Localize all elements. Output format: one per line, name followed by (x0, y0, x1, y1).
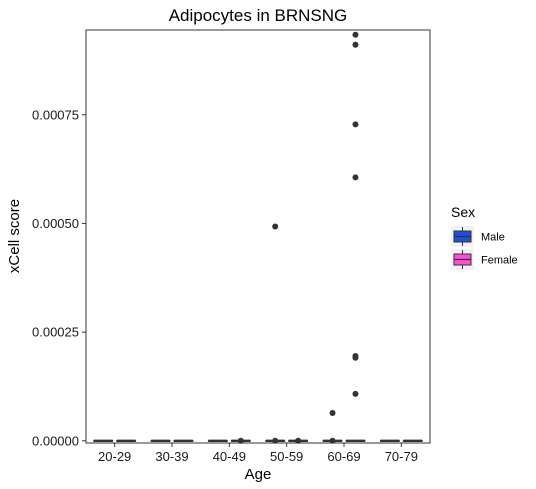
legend-title: Sex (451, 204, 475, 220)
y-axis-title: xCell score (6, 199, 23, 273)
x-tick-label: 70-79 (385, 449, 418, 464)
legend-item-male: Male (451, 226, 505, 247)
outlier-point (272, 437, 279, 444)
y-axis: 0.00000 0.00025 0.00050 0.00075 (32, 107, 86, 448)
legend: Sex Male Female (451, 204, 518, 270)
outlier-point (352, 31, 359, 38)
chart-title: Adipocytes in BRNSNG (169, 6, 348, 25)
chart-marks (93, 31, 423, 444)
plot-panel (85, 29, 431, 444)
x-axis-title: Age (245, 466, 272, 483)
outlier-point (352, 121, 359, 128)
outlier-point (329, 410, 336, 417)
outlier-point (329, 437, 336, 444)
y-tick-label: 0.00050 (32, 216, 79, 231)
y-tick-label: 0.00000 (32, 433, 79, 448)
x-tick-label: 40-49 (213, 449, 246, 464)
x-tick-label: 50-59 (270, 449, 303, 464)
legend-label-female: Female (481, 255, 518, 267)
outlier-point (272, 223, 279, 230)
panel-border (85, 29, 431, 444)
legend-item-female: Female (451, 249, 518, 270)
outlier-point (237, 437, 244, 444)
x-tick-label: 30-39 (155, 449, 188, 464)
y-tick-label: 0.00025 (32, 325, 79, 340)
outlier-point (352, 41, 359, 48)
x-axis: 20-29 30-39 40-49 50-59 60-69 70-79 (98, 443, 418, 464)
outlier-point (352, 390, 359, 397)
outlier-point (352, 353, 359, 360)
outlier-point (352, 174, 359, 181)
outlier-point (295, 437, 302, 444)
legend-items: Male Female (451, 226, 518, 270)
y-tick-label: 0.00075 (32, 107, 79, 122)
x-tick-label: 60-69 (327, 449, 360, 464)
x-tick-label: 20-29 (98, 449, 131, 464)
legend-label-male: Male (481, 232, 505, 244)
